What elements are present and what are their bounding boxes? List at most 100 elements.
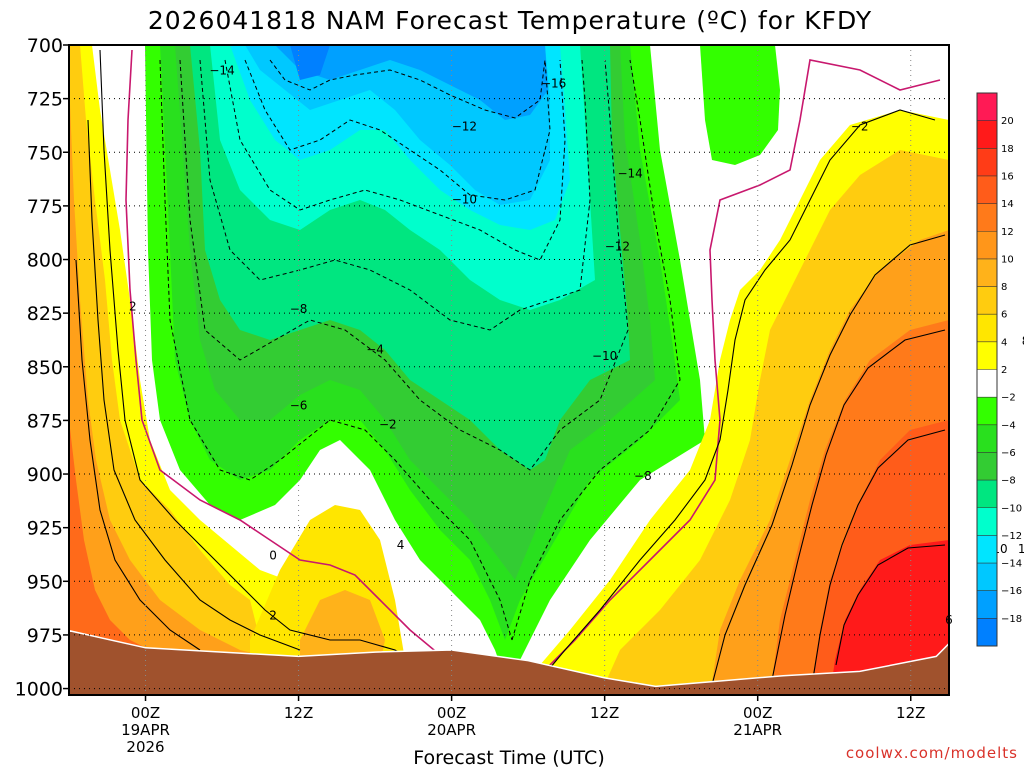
contour-label: −12 <box>452 120 477 134</box>
colorbar-swatch <box>977 314 997 343</box>
chart-title: 2026041818 NAM Forecast Temperature (ºC)… <box>148 6 872 35</box>
contour-dashed-7 <box>269 59 546 119</box>
contour-black-5 <box>711 234 946 686</box>
x-tick-label: 2026 <box>126 738 164 756</box>
x-axis-label: Forecast Time (UTC) <box>413 747 604 768</box>
x-tick-label: 21APR <box>733 721 782 739</box>
colorbar-swatch <box>977 369 997 398</box>
contour-dashed-1 <box>159 59 513 641</box>
contour-label: 2 <box>269 609 277 623</box>
contour-dashed-2 <box>511 59 681 641</box>
zero-isotherm-left <box>125 49 496 689</box>
vertical-gridlines <box>145 45 912 695</box>
colorbar-tick-label: 14 <box>1001 199 1014 210</box>
colorbar-tick-label: −2 <box>1001 393 1016 404</box>
y-tick-label: 900 <box>27 464 63 486</box>
colorbar-tick-label: −14 <box>1001 559 1022 570</box>
warm-fill-deepred-right <box>830 540 949 695</box>
y-tick-label: 700 <box>27 35 63 57</box>
contour-black-2 <box>87 119 301 651</box>
contour-black-1 <box>99 49 421 666</box>
plot-frame <box>68 44 950 696</box>
colorbar-swatch <box>977 93 997 122</box>
y-tick-label: 825 <box>27 303 63 325</box>
contour-label: −10 <box>452 192 477 206</box>
colorbar-tick-label: 4 <box>1001 337 1007 348</box>
contour-label: 16 <box>1018 542 1024 556</box>
colorbar-swatch <box>977 590 997 619</box>
colorbar-tick-label: −12 <box>1001 531 1022 542</box>
y-tick-label: 725 <box>27 89 63 111</box>
y-tick-label: 775 <box>27 196 63 218</box>
contour-black-4 <box>539 109 936 681</box>
colorbar-swatch <box>977 480 997 509</box>
colorbar: 20 18 16 14 12 10 8 6 4 2 −2 −4 −6 −8 −10 −12 −14 −16 −18 <box>976 92 1022 647</box>
colorbar-swatch <box>977 452 997 481</box>
y-tick-label: 1000 <box>15 679 63 701</box>
colorbar-swatch <box>977 203 997 232</box>
y-tick-label: 850 <box>27 357 63 379</box>
colorbar-tick-label: −18 <box>1001 614 1022 625</box>
temperature-fill-layer <box>69 45 949 695</box>
warm-fill-red-left <box>69 420 160 695</box>
warm-fill-mid-bump-inner <box>300 590 385 668</box>
cold-fill-green-topright <box>700 45 780 165</box>
colorbar-tick-label: 12 <box>1001 227 1014 238</box>
y-axis-ticks: 700 725 750 775 800 825 850 875 900 925 950 975 1000 <box>15 35 69 701</box>
colorbar-tick-label: −16 <box>1001 586 1022 597</box>
colorbar-tick-label: 6 <box>1001 310 1007 321</box>
x-tick-label: 20APR <box>427 721 476 739</box>
colorbar-swatch <box>977 397 997 426</box>
horizontal-gridlines <box>69 44 949 690</box>
colorbar-swatch <box>977 231 997 260</box>
contour-label: −8 <box>290 302 308 316</box>
x-tick-label: 00Z <box>131 704 160 722</box>
x-tick-label: 12Z <box>896 704 925 722</box>
colorbar-swatch <box>977 563 997 592</box>
contour-dashed-5 <box>224 59 566 261</box>
colorbar-swatch <box>977 175 997 205</box>
contour-dashed-6 <box>244 59 551 201</box>
contour-label: −10 <box>592 349 617 363</box>
colorbar-tick-label: 8 <box>1001 282 1007 293</box>
contour-label: −14 <box>617 167 642 181</box>
y-tick-label: 925 <box>27 518 63 540</box>
y-tick-label: 975 <box>27 625 63 647</box>
colorbar-swatch <box>977 507 997 536</box>
contour-label: 2 <box>129 300 137 314</box>
contour-dashed-3 <box>179 59 629 471</box>
contour-label: 8 <box>1022 334 1024 348</box>
x-tick-label: 00Z <box>437 704 466 722</box>
colorbar-tick-label: 18 <box>1001 144 1014 155</box>
y-tick-label: 875 <box>27 410 63 432</box>
contour-label: −4 <box>366 343 384 357</box>
contour-black-6 <box>771 329 946 681</box>
colorbar-tick-label: −8 <box>1001 476 1016 487</box>
y-tick-label: 950 <box>27 571 63 593</box>
y-tick-label: 750 <box>27 142 63 164</box>
contour-label: −2 <box>379 418 397 432</box>
contour-dashed-4 <box>199 59 591 331</box>
contour-black-3 <box>75 259 201 651</box>
zero-isotherm-right <box>519 59 941 691</box>
warm-fill-gold-left <box>69 45 420 695</box>
x-tick-label: 12Z <box>284 704 313 722</box>
colorbar-tick-label: −4 <box>1001 420 1016 431</box>
contour-black-7 <box>811 429 946 686</box>
contour-label: −16 <box>541 77 566 91</box>
x-tick-label: 19APR <box>121 721 170 739</box>
y-tick-label: 800 <box>27 250 63 272</box>
colorbar-swatch <box>977 148 997 177</box>
cold-fill-blue <box>275 45 548 120</box>
colorbar-tick-label: −6 <box>1001 448 1016 459</box>
contour-line-layer <box>75 49 946 691</box>
colorbar-tick-label: 16 <box>1001 171 1014 182</box>
colorbar-tick-label: 20 <box>1001 116 1014 127</box>
credit-text: coolwx.com/modelts <box>846 744 1018 762</box>
colorbar-swatch <box>977 341 997 370</box>
contour-label: −6 <box>290 398 308 412</box>
colorbar-tick-label: 2 <box>1001 365 1007 376</box>
colorbar-tick-label: 10 <box>1001 254 1014 265</box>
